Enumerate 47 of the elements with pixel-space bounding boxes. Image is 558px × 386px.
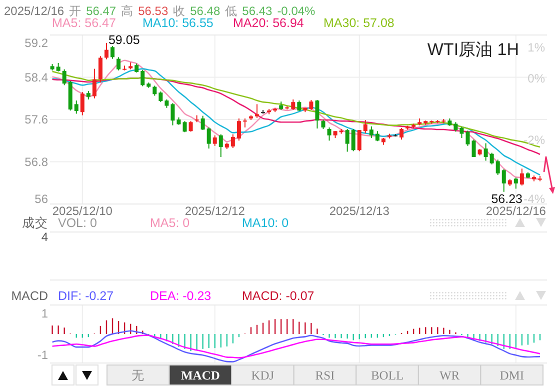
text: MA10: 0 (242, 216, 289, 230)
text: WR (440, 368, 460, 382)
text: VOL: 0 (58, 216, 97, 230)
text: -0.04% (277, 4, 316, 18)
y-tick-label: 57.6 (24, 112, 48, 127)
y2-tick-label: -2% (524, 133, 546, 148)
text: 无 (132, 368, 145, 382)
annotation: 59.05 (108, 33, 140, 48)
y-tick-label: -1 (37, 348, 48, 362)
text: MA10: 56.55 (142, 16, 214, 30)
text: 低 (225, 4, 238, 18)
x-tick-label: 2025/12/13 (329, 204, 390, 218)
text: MA5: 56.47 (52, 16, 116, 30)
line-series (52, 334, 541, 358)
annotation: 56.23 (491, 192, 523, 206)
x-tick-label: 2025/12/12 (184, 204, 246, 218)
y-tick-label: 1 (41, 306, 48, 320)
text: 开 (69, 4, 82, 18)
chart-title: WTI原油 1H (427, 40, 519, 59)
y-tick-label: 56 (34, 192, 48, 206)
y-tick-label: 59.2 (24, 36, 48, 50)
text: 56.48 (190, 4, 220, 18)
text: 成交 (22, 215, 48, 230)
text: DMI (500, 368, 524, 382)
text: MA5: 0 (150, 216, 190, 230)
x-tick-label: 2025/12/10 (52, 204, 113, 218)
y-tick-label: 58.4 (24, 70, 48, 84)
x-tick-label: 2025/12/16 (486, 204, 546, 218)
text: 2025/12/16 (4, 4, 64, 18)
text: 56.53 (138, 4, 168, 18)
text: RSI (315, 368, 335, 382)
chart-title: MACD (11, 289, 48, 303)
text: MACD (180, 368, 220, 382)
series-label: MACD: -0.07 (242, 289, 314, 303)
text: 收 (173, 4, 186, 18)
y-tick-label: 56.8 (24, 154, 48, 169)
text: 4 (41, 230, 48, 244)
text: MA30: 57.08 (324, 16, 394, 30)
text: MA20: 56.94 (233, 16, 304, 30)
text: 高 (121, 4, 134, 18)
text: DIF: -0.27 (58, 289, 114, 303)
text: 56.43 (242, 4, 273, 18)
text: KDJ (251, 368, 274, 382)
text: DEA: -0.23 (150, 289, 212, 303)
text: 56.47 (86, 4, 116, 18)
line-series (52, 330, 541, 362)
text: BOLL (370, 368, 404, 382)
